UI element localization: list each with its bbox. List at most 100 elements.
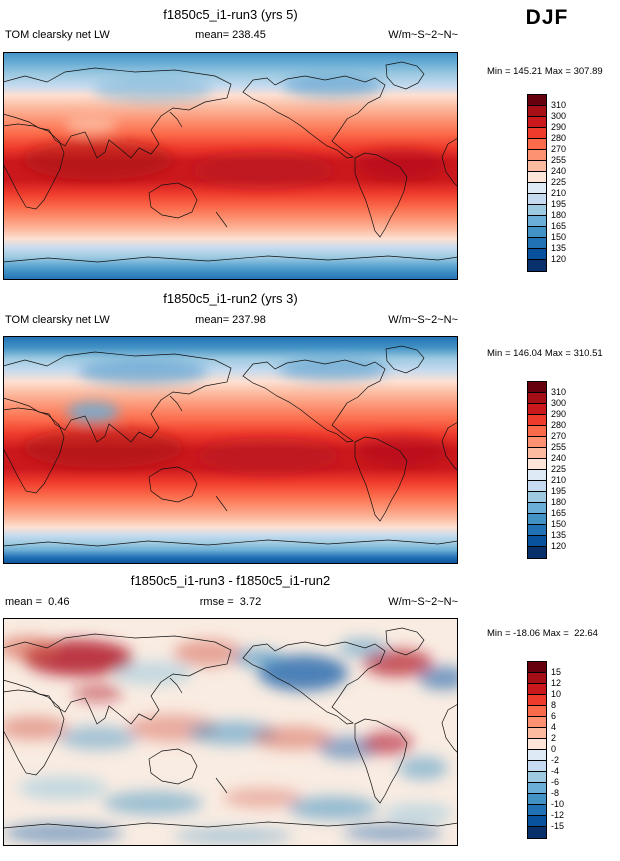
colorbar-cell (528, 249, 546, 260)
colorbar-cell (528, 706, 546, 717)
colorbar-cell (528, 117, 546, 128)
colorbar-cell (528, 393, 546, 404)
colorbar-tick-label: 165 (551, 508, 567, 518)
panel2-colorbar: 310 300 290 280 270 255 240 225 210 195 … (527, 381, 602, 559)
colorbar-tick-label: -15 (551, 821, 565, 831)
colorbar-tick-label: 150 (551, 519, 567, 529)
panel2-mean-label: mean= 237.98 (195, 314, 266, 326)
colorbar-tick-label: 180 (551, 210, 567, 220)
colorbar-cell (528, 448, 546, 459)
colorbar-tick-label: 280 (551, 420, 567, 430)
colorbar-cell (528, 547, 546, 558)
colorbar-cell (528, 227, 546, 238)
panel1-map (3, 52, 458, 280)
colorbar-cell (528, 673, 546, 684)
panel2-colorbar-labels: 310 300 290 280 270 255 240 225 210 195 … (551, 387, 566, 552)
colorbar-tick-label: -8 (551, 788, 560, 798)
colorbar-tick-label: 290 (551, 122, 567, 132)
colorbar-cell (528, 503, 546, 514)
colorbar-cell (528, 481, 546, 492)
colorbar-cell (528, 827, 546, 838)
panel1-colorbar-labels: 310 300 290 280 270 255 240 225 210 195 … (551, 100, 566, 265)
colorbar-tick-label: -12 (551, 810, 565, 820)
colorbar-tick-label: 6 (551, 711, 557, 721)
colorbar-tick-label: 15 (551, 667, 562, 677)
colorbar-tick-label: 255 (551, 155, 567, 165)
season-label: DJF (525, 6, 569, 29)
colorbar-tick-label: 4 (551, 722, 557, 732)
colorbar-tick-label: 120 (551, 254, 567, 264)
colorbar-tick-label: 120 (551, 541, 567, 551)
colorbar-tick-label: 225 (551, 177, 567, 187)
panel1-mean-label: mean= 238.45 (195, 29, 266, 41)
colorbar-cell (528, 805, 546, 816)
colorbar-cell (528, 404, 546, 415)
colorbar-tick-label: 290 (551, 409, 567, 419)
colorbar-tick-label: 8 (551, 700, 557, 710)
panel1-units-label: W/m~S~2~N~ (388, 29, 458, 41)
panel1-variable-label: TOM clearsky net LW (5, 29, 110, 41)
colorbar-tick-label: -10 (551, 799, 565, 809)
colorbar-tick-label: 240 (551, 453, 567, 463)
colorbar-cell (528, 536, 546, 547)
colorbar-cell (528, 106, 546, 117)
panel1-title: f1850c5_i1-run3 (yrs 5) (163, 7, 298, 22)
colorbar-tick-label: 2 (551, 733, 557, 743)
colorbar-cell (528, 695, 546, 706)
colorbar-tick-label: -4 (551, 766, 560, 776)
colorbar-tick-label: 0 (551, 744, 557, 754)
colorbar-tick-label: 135 (551, 530, 567, 540)
panel2-variable-label: TOM clearsky net LW (5, 314, 110, 326)
colorbar-cell (528, 437, 546, 448)
colorbar-tick-label: 135 (551, 243, 567, 253)
panel2-title: f1850c5_i1-run2 (yrs 3) (163, 291, 298, 306)
colorbar-cell (528, 783, 546, 794)
colorbar-cell (528, 161, 546, 172)
panel2-colorbar-cells (527, 381, 547, 559)
panel2-minmax: Min = 146.04 Max = 310.51 (487, 348, 603, 359)
colorbar-cell (528, 128, 546, 139)
colorbar-cell (528, 514, 546, 525)
colorbar-tick-label: 180 (551, 497, 567, 507)
colorbar-tick-label: 195 (551, 199, 567, 209)
colorbar-cell (528, 772, 546, 783)
colorbar-cell (528, 216, 546, 227)
colorbar-cell (528, 684, 546, 695)
colorbar-cell (528, 761, 546, 772)
colorbar-tick-label: 280 (551, 133, 567, 143)
colorbar-cell (528, 525, 546, 536)
colorbar-tick-label: 310 (551, 100, 567, 110)
colorbar-cell (528, 95, 546, 106)
colorbar-cell (528, 238, 546, 249)
colorbar-tick-label: 225 (551, 464, 567, 474)
colorbar-cell (528, 205, 546, 216)
colorbar-cell (528, 415, 546, 426)
colorbar-cell (528, 459, 546, 470)
colorbar-tick-label: 195 (551, 486, 567, 496)
colorbar-cell (528, 139, 546, 150)
panel3-minmax: Min = -18.06 Max = 22.64 (487, 628, 598, 639)
colorbar-tick-label: -2 (551, 755, 560, 765)
colorbar-cell (528, 728, 546, 739)
colorbar-tick-label: 150 (551, 232, 567, 242)
colorbar-cell (528, 750, 546, 761)
coastlines (3, 61, 458, 280)
panel3-units-label: W/m~S~2~N~ (388, 596, 458, 608)
panel3-colorbar: 15 12 10 8 6 4 2 0 -2 -4 -6 -8 -10 -12 -… (527, 661, 602, 839)
colorbar-cell (528, 717, 546, 728)
panel3-colorbar-labels: 15 12 10 8 6 4 2 0 -2 -4 -6 -8 -10 -12 -… (551, 667, 564, 832)
colorbar-tick-label: 255 (551, 442, 567, 452)
colorbar-cell (528, 662, 546, 673)
colorbar-cell (528, 739, 546, 750)
colorbar-cell (528, 150, 546, 161)
colorbar-tick-label: 210 (551, 188, 567, 198)
panel1-colorbar: 310 300 290 280 270 255 240 225 210 195 … (527, 94, 602, 272)
panel3-title: f1850c5_i1-run3 - f1850c5_i1-run2 (130, 573, 331, 588)
colorbar-tick-label: 10 (551, 689, 562, 699)
colorbar-tick-label: 165 (551, 221, 567, 231)
panel2-map (3, 336, 458, 564)
colorbar-cell (528, 194, 546, 205)
colorbar-tick-label: 210 (551, 475, 567, 485)
colorbar-tick-label: 310 (551, 387, 567, 397)
